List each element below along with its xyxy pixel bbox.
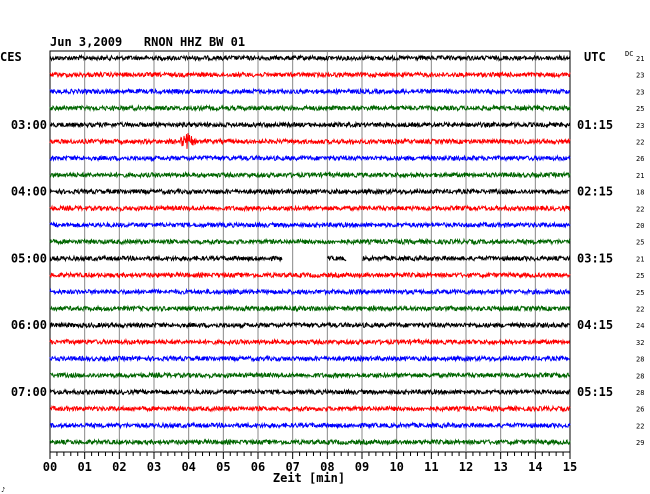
dc-value: 24: [636, 322, 644, 330]
trace-row-0: [49, 53, 571, 62]
dc-value: 26: [636, 406, 644, 414]
trace-row-12: [49, 254, 571, 263]
dc-value: 23: [636, 72, 644, 80]
x-tick-label: 00: [43, 460, 57, 474]
labels: Jun 3,2009 RNON HHZ BW 01 CES UTC DC Zei…: [0, 35, 633, 494]
right-hour-label: 01:15: [577, 118, 613, 132]
dc-value: 32: [636, 339, 644, 347]
trace-row-21: [49, 404, 571, 413]
x-ticks: 00 01 02 03 04 05 06 07 08 09 10 11 12 13 14 15: [43, 452, 577, 474]
dc-value: 25: [636, 289, 644, 297]
dc-value: 21: [636, 55, 644, 63]
x-tick-label: 09: [355, 460, 369, 474]
x-tick-label: 08: [320, 460, 334, 474]
dc-value: 25: [636, 239, 644, 247]
dc-value: 23: [636, 122, 644, 130]
plot-border: [49, 50, 571, 453]
trace-row-17: [49, 337, 571, 347]
chart-title: Jun 3,2009 RNON HHZ BW 01: [50, 35, 245, 49]
trace-row-5: [49, 133, 571, 149]
right-hour-label: 05:15: [577, 385, 613, 399]
x-tick-label: 11: [424, 460, 438, 474]
dc-value: 22: [636, 139, 644, 147]
trace-row-20: [49, 387, 571, 396]
dc-value: 29: [636, 439, 644, 447]
left-hour-label: 05:00: [11, 251, 47, 265]
x-tick-label: 13: [493, 460, 507, 474]
dc-value: 25: [636, 105, 644, 113]
x-tick-label: 01: [77, 460, 91, 474]
dc-value: 21: [636, 172, 644, 180]
trace-row-3: [49, 104, 571, 113]
right-hour-label: 03:15: [577, 251, 613, 265]
trace-row-19: [49, 371, 571, 380]
trace-row-16: [49, 321, 571, 330]
trace-row-13: [49, 271, 571, 280]
left-hour-label: 07:00: [11, 385, 47, 399]
x-tick-label: 06: [251, 460, 265, 474]
trace-row-11: [49, 237, 571, 246]
trace-row-8: [49, 187, 571, 196]
trace-row-18: [49, 354, 571, 363]
trace-row-23: [49, 438, 571, 447]
trace-row-4: [49, 120, 571, 129]
trace-row-22: [49, 421, 571, 430]
dc-value: 25: [636, 272, 644, 280]
traces: [49, 53, 571, 447]
dc-value: 22: [636, 205, 644, 213]
dc-header: DC: [625, 50, 633, 58]
left-hour-label: 06:00: [11, 318, 47, 332]
trace-row-15: [49, 304, 571, 313]
grid: [84, 51, 536, 452]
dc-value: 28: [636, 389, 644, 397]
trace-row-10: [49, 220, 571, 229]
x-tick-label: 07: [285, 460, 299, 474]
x-tick-label: 10: [389, 460, 403, 474]
dc-value: 23: [636, 88, 644, 96]
x-tick-label: 12: [459, 460, 473, 474]
x-axis-label: Zeit [min]: [273, 471, 345, 485]
dc-value: 21: [636, 255, 644, 263]
dc-value: 26: [636, 155, 644, 163]
dc-value: 20: [636, 222, 644, 230]
trace-row-7: [49, 170, 571, 180]
trace-row-9: [49, 204, 571, 213]
x-tick-label: 05: [216, 460, 230, 474]
left-hour-label: 03:00: [11, 118, 47, 132]
right-hour-label: 02:15: [577, 185, 613, 199]
x-tick-label: 02: [112, 460, 126, 474]
x-tick-label: 03: [147, 460, 161, 474]
x-tick-label: 04: [181, 460, 195, 474]
dc-value: 22: [636, 306, 644, 314]
dc-value: 22: [636, 422, 644, 430]
trace-row-1: [49, 70, 571, 79]
dc-value: 28: [636, 356, 644, 364]
right-hour-label: 04:15: [577, 318, 613, 332]
left-hour-label: 04:00: [11, 185, 47, 199]
dc-value: 18: [636, 189, 644, 197]
trace-row-2: [49, 87, 570, 96]
row-labels: 03:00 04:00 05:00 06:00 07:00 01:15 02:15 03:15…: [11, 55, 645, 447]
x-tick-label: 14: [528, 460, 542, 474]
plot-frame: [49, 50, 571, 453]
trace-row-6: [49, 154, 571, 163]
trace-row-14: [49, 287, 571, 296]
footer-mark: ♪: [1, 486, 5, 494]
dc-value: 28: [636, 372, 644, 380]
left-tz-label: CES: [0, 50, 22, 64]
x-tick-label: 15: [563, 460, 577, 474]
right-tz-label: UTC: [584, 50, 606, 64]
